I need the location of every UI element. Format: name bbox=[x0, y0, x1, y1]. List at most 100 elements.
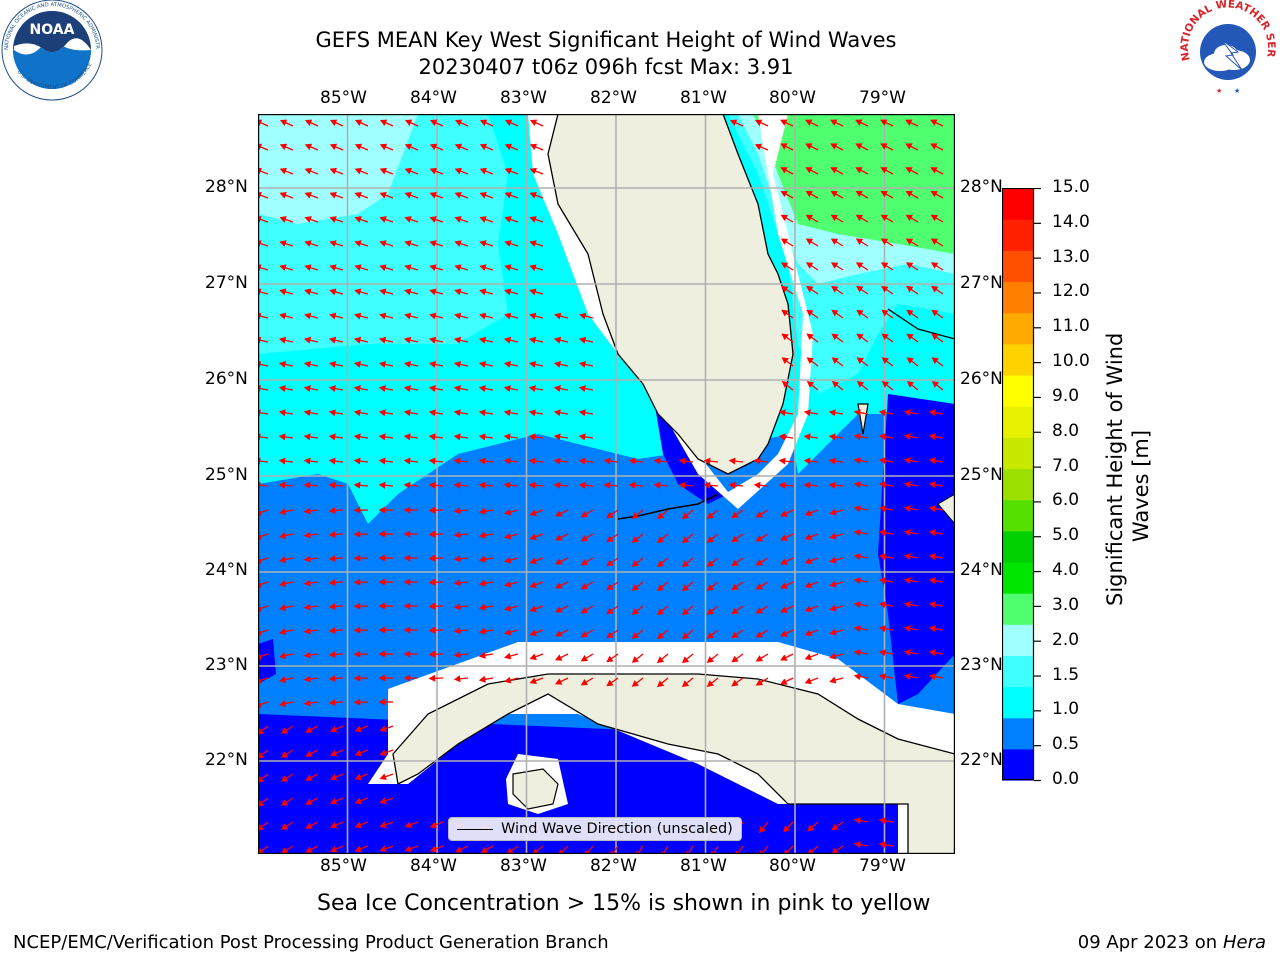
wind-arrow-head bbox=[855, 191, 863, 198]
wind-arrow-head bbox=[529, 677, 537, 684]
wind-arrow-head bbox=[379, 119, 388, 126]
wind-arrow-head bbox=[580, 511, 588, 518]
wind-arrow-head bbox=[628, 457, 636, 465]
wind-arrow-head bbox=[878, 457, 886, 465]
wind-arrow-head bbox=[828, 481, 836, 489]
wind-arrow-head bbox=[478, 481, 486, 489]
wind-arrow-head bbox=[731, 511, 739, 519]
wind-arrow-head bbox=[478, 433, 486, 441]
wind-arrow-head bbox=[328, 651, 336, 659]
wind-arrow-head bbox=[353, 336, 362, 344]
wind-arrow-head bbox=[379, 821, 387, 828]
wind-arrow-head bbox=[529, 216, 537, 223]
wind-arrow-head bbox=[906, 357, 914, 364]
colorbar-segment bbox=[1002, 219, 1034, 251]
wind-arrow-head bbox=[404, 216, 412, 223]
wind-arrow-head bbox=[905, 238, 914, 245]
wind-arrow-head bbox=[329, 192, 337, 199]
wind-arrow-head bbox=[928, 673, 936, 681]
wave-height-map bbox=[258, 114, 955, 854]
lat-label-right: 22°N bbox=[960, 750, 1003, 770]
wind-arrow-head bbox=[878, 433, 886, 441]
wind-arrow-head bbox=[606, 631, 614, 639]
wind-arrow-head bbox=[353, 481, 361, 489]
wind-arrow-head bbox=[453, 507, 461, 515]
wind-arrow-head bbox=[278, 700, 287, 708]
wind-arrow-head bbox=[931, 357, 939, 364]
wind-arrow-head bbox=[829, 652, 837, 660]
wind-arrow-head bbox=[806, 381, 815, 388]
wind-arrow bbox=[611, 845, 619, 854]
wind-arrow-head bbox=[378, 360, 387, 368]
wind-arrow-head bbox=[928, 601, 936, 609]
wind-arrow-head bbox=[829, 604, 837, 612]
wind-arrow-head bbox=[504, 604, 512, 612]
wind-arrow-head bbox=[328, 507, 336, 515]
wind-arrow-head bbox=[504, 192, 512, 199]
wind-arrow-head bbox=[354, 749, 362, 757]
wind-arrow-head bbox=[681, 656, 690, 664]
wind-arrow-head bbox=[856, 309, 864, 317]
wind-arrow-head bbox=[928, 481, 936, 489]
wind-arrow-head bbox=[278, 409, 286, 417]
wind-arrow-head bbox=[853, 601, 861, 609]
svg-text:★: ★ bbox=[1216, 87, 1222, 95]
wind-arrow-head bbox=[504, 288, 512, 296]
wind-arrow-head bbox=[805, 119, 813, 126]
florida-keys bbox=[617, 493, 719, 520]
wind-arrow-head bbox=[780, 191, 788, 198]
wind-arrow-head bbox=[379, 167, 388, 175]
svg-text:★: ★ bbox=[1234, 87, 1240, 95]
wind-arrow-head bbox=[528, 336, 537, 344]
wind-arrow-head bbox=[804, 605, 812, 613]
colorbar-segment bbox=[1002, 250, 1034, 283]
wind-arrow-head bbox=[278, 336, 287, 344]
wind-arrow-head bbox=[479, 119, 488, 126]
wind-arrow-head bbox=[428, 530, 436, 538]
wind-arrow-head bbox=[728, 457, 736, 465]
lat-label-right: 23°N bbox=[960, 655, 1003, 675]
wind-arrow-head bbox=[780, 143, 788, 150]
colorbar-segment bbox=[1002, 468, 1034, 501]
wind-arrow-head bbox=[404, 288, 412, 296]
wind-arrow-head bbox=[706, 680, 714, 687]
wind-arrow-head bbox=[831, 333, 839, 341]
wind-arrow bbox=[258, 533, 269, 538]
wind-arrow-head bbox=[905, 262, 914, 269]
colorbar-segment bbox=[1002, 188, 1034, 220]
wind-arrow-head bbox=[429, 119, 438, 126]
wind-arrow-head bbox=[529, 119, 538, 126]
wind-arrow-head bbox=[606, 607, 614, 615]
wind-arrow-head bbox=[928, 553, 936, 561]
wind-arrow-head bbox=[503, 336, 512, 344]
wind-arrow-head bbox=[780, 119, 788, 126]
wind-arrow-head bbox=[803, 481, 811, 489]
wind-arrow-head bbox=[529, 143, 538, 151]
wind-arrow-head bbox=[829, 532, 837, 540]
wind-arrow-head bbox=[478, 531, 486, 539]
wind-arrow-head bbox=[279, 216, 287, 223]
colorbar-segment bbox=[1002, 437, 1034, 470]
wind-arrow-head bbox=[706, 536, 714, 543]
wind-arrow-head bbox=[379, 192, 387, 199]
wind-arrow-head bbox=[378, 457, 386, 465]
wind-arrow-head bbox=[830, 262, 839, 269]
colorbar-segment bbox=[1002, 748, 1034, 781]
wind-arrow-head bbox=[853, 409, 861, 417]
wind-arrow-head bbox=[353, 674, 361, 682]
wind-arrow-head bbox=[428, 578, 436, 586]
wind-arrow-head bbox=[305, 846, 313, 853]
colorbar-tick-label: 9.0 bbox=[1052, 385, 1080, 406]
wind-arrow-head bbox=[404, 312, 412, 320]
wind-arrow-head bbox=[379, 749, 387, 756]
wind-arrow-head bbox=[453, 651, 461, 659]
wind-arrow-head bbox=[454, 167, 463, 175]
wind-arrow-head bbox=[454, 143, 463, 151]
wind-arrow-head bbox=[278, 652, 287, 660]
wind-arrow-head bbox=[780, 510, 788, 517]
wind-arrow-head bbox=[706, 656, 714, 663]
wind-arrow-head bbox=[529, 653, 537, 660]
svg-text:NOAA: NOAA bbox=[30, 22, 75, 38]
wind-arrow-head bbox=[928, 505, 936, 513]
wind-arrow bbox=[258, 581, 269, 586]
